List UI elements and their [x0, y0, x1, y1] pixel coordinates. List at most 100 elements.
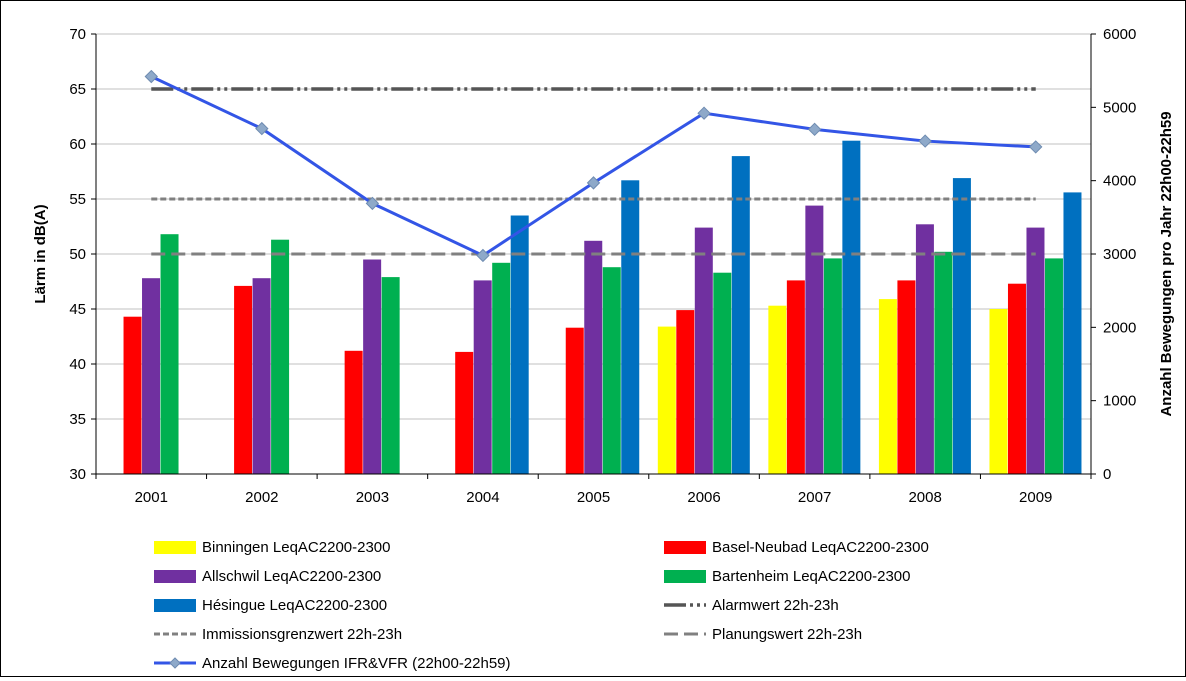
legend-item-movements: Anzahl Bewegungen IFR&VFR (22h00-22h59) — [154, 655, 511, 672]
legend-swatch-marker-movements — [169, 657, 181, 669]
legend-item-alarm: Alarmwert 22h-23h — [664, 597, 839, 614]
movements-point-2005 — [586, 176, 601, 190]
bar-allschwil-2001 — [142, 278, 161, 474]
bar-basel-2005 — [565, 327, 584, 474]
bar-allschwil-2006 — [694, 227, 713, 474]
legend-label-allschwil: Allschwil LeqAC2200-2300 — [202, 568, 381, 585]
x-tick-label-2009: 2009 — [1019, 489, 1052, 506]
bar-basel-2004 — [455, 351, 474, 474]
legend-item-planung: Planungswert 22h-23h — [664, 626, 862, 643]
legend-swatch-bartenheim — [664, 570, 706, 583]
left-tick-label-35: 35 — [69, 411, 86, 428]
movements-point-2008 — [918, 134, 932, 148]
right-tick-label-2000: 2000 — [1103, 319, 1136, 336]
bar-binningen-2009 — [989, 309, 1008, 474]
left-tick-label-45: 45 — [69, 301, 86, 318]
legend-label-basel: Basel-Neubad LeqAC2200-2300 — [712, 539, 929, 556]
bar-hesingue-2008 — [952, 178, 971, 474]
movements-point-2004 — [476, 248, 490, 263]
bar-bartenheim-2005 — [602, 267, 621, 474]
legend-swatch-allschwil — [154, 570, 196, 583]
right-tick-label-0: 0 — [1103, 466, 1111, 483]
legend-item-allschwil: Allschwil LeqAC2200-2300 — [154, 568, 381, 585]
bar-allschwil-2003 — [363, 259, 382, 474]
bar-hesingue-2004 — [510, 215, 529, 474]
bar-allschwil-2005 — [584, 240, 603, 474]
bar-bartenheim-2007 — [823, 258, 842, 474]
right-tick-label-1000: 1000 — [1103, 393, 1136, 410]
bar-hesingue-2005 — [621, 180, 640, 475]
bar-bartenheim-2006 — [713, 272, 732, 474]
bar-binningen-2007 — [768, 305, 787, 474]
x-tick-label-2002: 2002 — [245, 489, 278, 506]
x-tick-label-2007: 2007 — [798, 489, 831, 506]
legend-item-basel: Basel-Neubad LeqAC2200-2300 — [664, 539, 929, 556]
bar-hesingue-2007 — [842, 140, 861, 474]
legend-label-binningen: Binningen LeqAC2200-2300 — [202, 539, 391, 556]
movements-polyline — [150, 75, 1036, 258]
movements-line — [144, 69, 1043, 263]
bar-bartenheim-2008 — [934, 251, 953, 474]
legend-swatch-hesingue — [154, 599, 196, 612]
x-tick-label-2001: 2001 — [135, 489, 168, 506]
left-tick-label-65: 65 — [69, 81, 86, 98]
bar-basel-2001 — [123, 316, 142, 474]
movements-point-2003 — [365, 196, 380, 211]
movements-point-2007 — [807, 122, 822, 137]
right-tick-label-4000: 4000 — [1103, 173, 1136, 190]
x-tick-label-2003: 2003 — [356, 489, 389, 506]
bar-basel-2007 — [786, 280, 805, 474]
bar-bartenheim-2001 — [160, 234, 179, 474]
movements-point-2002 — [255, 121, 269, 136]
movements-point-2001 — [144, 69, 158, 84]
bar-bartenheim-2004 — [492, 262, 511, 474]
bar-binningen-2006 — [657, 326, 676, 474]
right-tick-label-5000: 5000 — [1103, 99, 1136, 116]
legend-label-bartenheim: Bartenheim LeqAC2200-2300 — [712, 568, 910, 585]
bar-basel-2008 — [897, 280, 916, 474]
left-tick-label-30: 30 — [69, 466, 86, 483]
bar-hesingue-2006 — [731, 156, 750, 474]
bars — [123, 140, 1082, 475]
y-axis-title: Lärm in dB(A) — [32, 204, 49, 303]
legend-label-hesingue: Hésingue LeqAC2200-2300 — [202, 597, 387, 614]
legend-label-immissions: Immissionsgrenzwert 22h-23h — [202, 626, 402, 643]
bar-binningen-2008 — [878, 299, 897, 474]
legend-item-immissions: Immissionsgrenzwert 22h-23h — [154, 626, 402, 643]
legend-label-alarm: Alarmwert 22h-23h — [712, 597, 839, 614]
reference-lines — [151, 87, 1036, 256]
movements-point-2006 — [697, 106, 711, 120]
legend: Binningen LeqAC2200-2300 Basel-Neubad Leq… — [154, 539, 929, 672]
bar-hesingue-2009 — [1063, 192, 1082, 474]
legend-swatch-basel — [664, 541, 706, 554]
bar-basel-2006 — [676, 310, 695, 474]
x-tick-label-2004: 2004 — [466, 489, 499, 506]
legend-item-binningen: Binningen LeqAC2200-2300 — [154, 539, 391, 556]
legend-item-bartenheim: Bartenheim LeqAC2200-2300 — [664, 568, 910, 585]
movements-point-2009 — [1029, 140, 1043, 154]
legend-label-movements: Anzahl Bewegungen IFR&VFR (22h00-22h59) — [202, 655, 511, 672]
bar-basel-2009 — [1007, 283, 1026, 474]
left-tick-label-60: 60 — [69, 136, 86, 153]
bar-allschwil-2008 — [915, 224, 934, 474]
legend-item-hesingue: Hésingue LeqAC2200-2300 — [154, 597, 387, 614]
left-tick-label-40: 40 — [69, 356, 86, 373]
bar-allschwil-2007 — [805, 205, 824, 474]
right-tick-label-3000: 3000 — [1103, 246, 1136, 263]
bar-bartenheim-2009 — [1044, 258, 1063, 474]
bar-allschwil-2009 — [1026, 227, 1045, 474]
y2-axis-title: Anzahl Bewegungen pro Jahr 22h00-22h59 — [1158, 111, 1175, 416]
x-tick-label-2005: 2005 — [577, 489, 610, 506]
bar-basel-2003 — [344, 350, 363, 474]
bar-bartenheim-2002 — [271, 239, 290, 474]
left-tick-label-70: 70 — [69, 26, 86, 43]
bar-allschwil-2004 — [473, 280, 492, 474]
right-tick-label-6000: 6000 — [1103, 26, 1136, 43]
left-tick-label-50: 50 — [69, 246, 86, 263]
axes: 30 35 40 45 50 55 60 65 70 0 1000 2000 3000 4000 5000 6… — [32, 26, 1175, 506]
bar-bartenheim-2003 — [381, 277, 400, 474]
x-tick-label-2006: 2006 — [687, 489, 720, 506]
x-tick-label-2008: 2008 — [908, 489, 941, 506]
